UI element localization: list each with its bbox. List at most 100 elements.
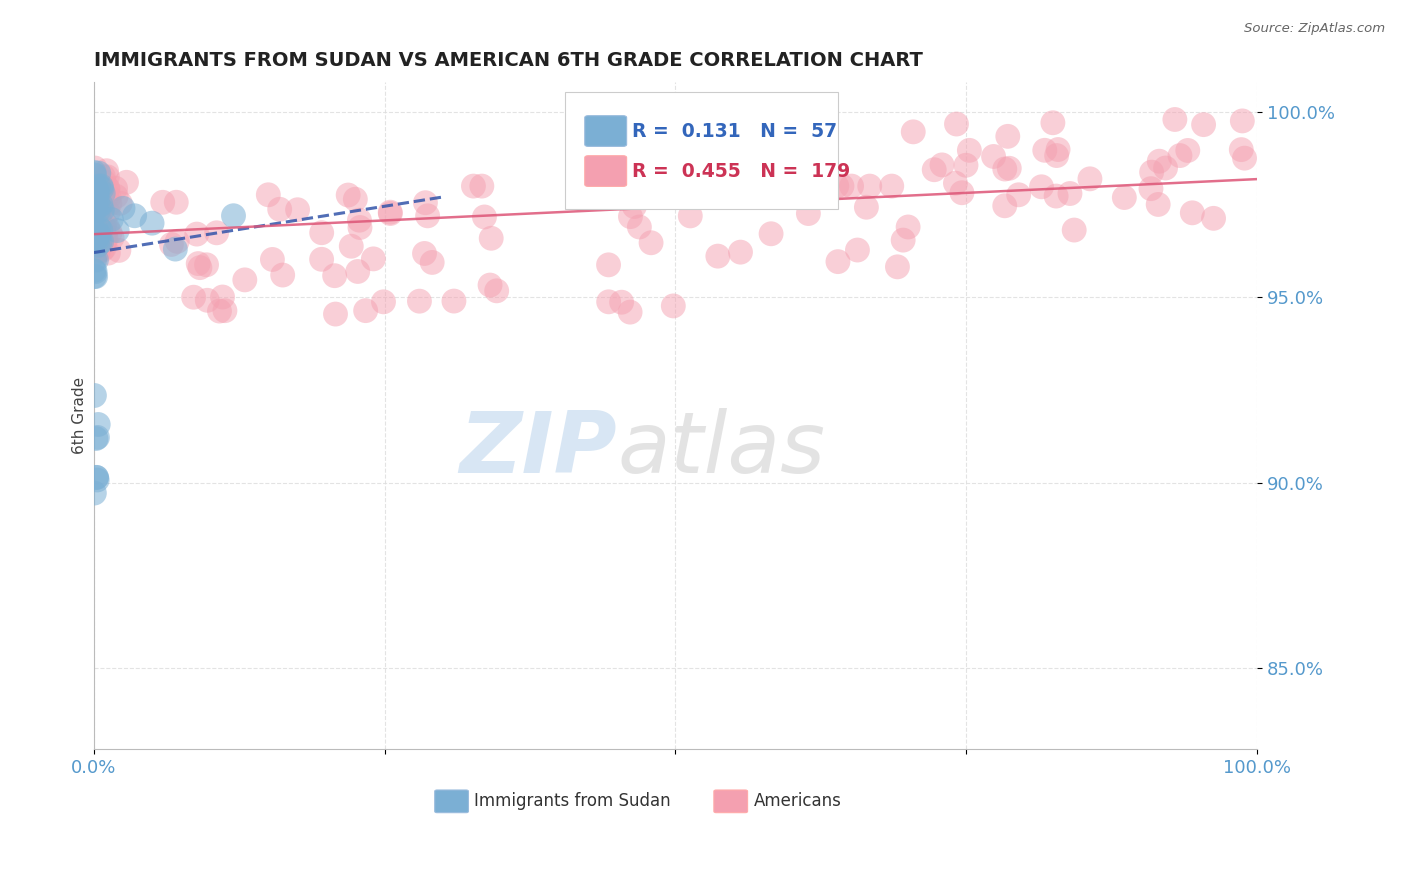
Point: [90, 179, 112, 194]
Point: [679, 209, 702, 223]
Point: [83, 187, 105, 202]
Point: [195, 293, 218, 308]
Point: [623, 200, 645, 214]
Point: [1114, 190, 1136, 204]
Point: [945, 176, 967, 190]
Point: [1078, 171, 1101, 186]
Point: [96, 163, 118, 178]
Text: Americans: Americans: [754, 792, 841, 810]
Point: [945, 117, 967, 131]
Point: [214, 303, 236, 318]
Point: [759, 227, 782, 241]
Point: [222, 209, 245, 223]
Point: [93, 241, 115, 255]
FancyBboxPatch shape: [714, 790, 748, 813]
Point: [187, 257, 209, 271]
Point: [413, 246, 436, 260]
Point: [84, 194, 107, 208]
Point: [325, 307, 347, 321]
Point: [87, 192, 110, 206]
Point: [1177, 144, 1199, 158]
Text: atlas: atlas: [617, 408, 825, 491]
Point: [94, 234, 117, 248]
Point: [474, 210, 496, 224]
Point: [87, 227, 110, 242]
Point: [86, 188, 108, 202]
Point: [1042, 116, 1064, 130]
FancyBboxPatch shape: [585, 156, 627, 186]
Point: [84, 215, 107, 229]
Point: [1181, 206, 1204, 220]
Point: [233, 273, 256, 287]
Point: [100, 212, 122, 227]
Point: [93, 235, 115, 249]
Text: Immigrants from Sudan: Immigrants from Sudan: [474, 792, 671, 810]
Point: [90, 181, 112, 195]
Point: [650, 179, 672, 194]
Point: [340, 239, 363, 253]
Point: [105, 223, 128, 237]
Point: [93, 169, 115, 184]
Point: [84, 225, 107, 239]
Point: [903, 125, 925, 139]
Point: [91, 226, 114, 240]
Point: [1168, 148, 1191, 162]
Point: [86, 252, 108, 267]
Point: [1192, 118, 1215, 132]
Point: [211, 290, 233, 304]
Point: [349, 220, 371, 235]
Point: [87, 166, 110, 180]
Point: [950, 186, 973, 200]
Point: [90, 193, 112, 207]
Point: [83, 180, 105, 194]
Point: [627, 179, 650, 194]
Point: [87, 234, 110, 248]
Point: [287, 202, 309, 217]
Point: [1047, 143, 1070, 157]
Point: [707, 249, 730, 263]
Point: [97, 182, 120, 196]
Point: [91, 196, 114, 211]
Point: [983, 149, 1005, 163]
Point: [1045, 189, 1067, 203]
Point: [111, 202, 134, 216]
Point: [337, 188, 360, 202]
Point: [323, 268, 346, 283]
Point: [619, 210, 641, 224]
Point: [90, 197, 112, 211]
Point: [93, 175, 115, 189]
Point: [115, 175, 138, 189]
Point: [89, 237, 111, 252]
Point: [271, 268, 294, 282]
Point: [998, 161, 1021, 176]
Point: [363, 252, 385, 266]
Point: [354, 303, 377, 318]
Point: [87, 203, 110, 218]
Point: [87, 199, 110, 213]
Point: [89, 188, 111, 202]
Point: [841, 179, 863, 194]
Point: [485, 284, 508, 298]
Point: [84, 265, 107, 279]
Point: [588, 179, 610, 194]
Point: [574, 179, 596, 194]
Point: [83, 202, 105, 217]
Point: [97, 205, 120, 219]
Point: [262, 252, 284, 267]
Point: [897, 219, 920, 234]
Point: [1149, 154, 1171, 169]
Point: [91, 184, 114, 198]
Point: [101, 230, 124, 244]
Point: [84, 189, 107, 203]
Point: [344, 192, 367, 206]
Point: [83, 269, 105, 284]
Point: [346, 264, 368, 278]
Point: [891, 233, 914, 247]
Point: [104, 181, 127, 195]
Point: [188, 260, 211, 275]
Point: [83, 165, 105, 179]
Point: [84, 197, 107, 211]
Point: [87, 238, 110, 252]
Point: [186, 227, 208, 241]
Point: [955, 158, 977, 172]
